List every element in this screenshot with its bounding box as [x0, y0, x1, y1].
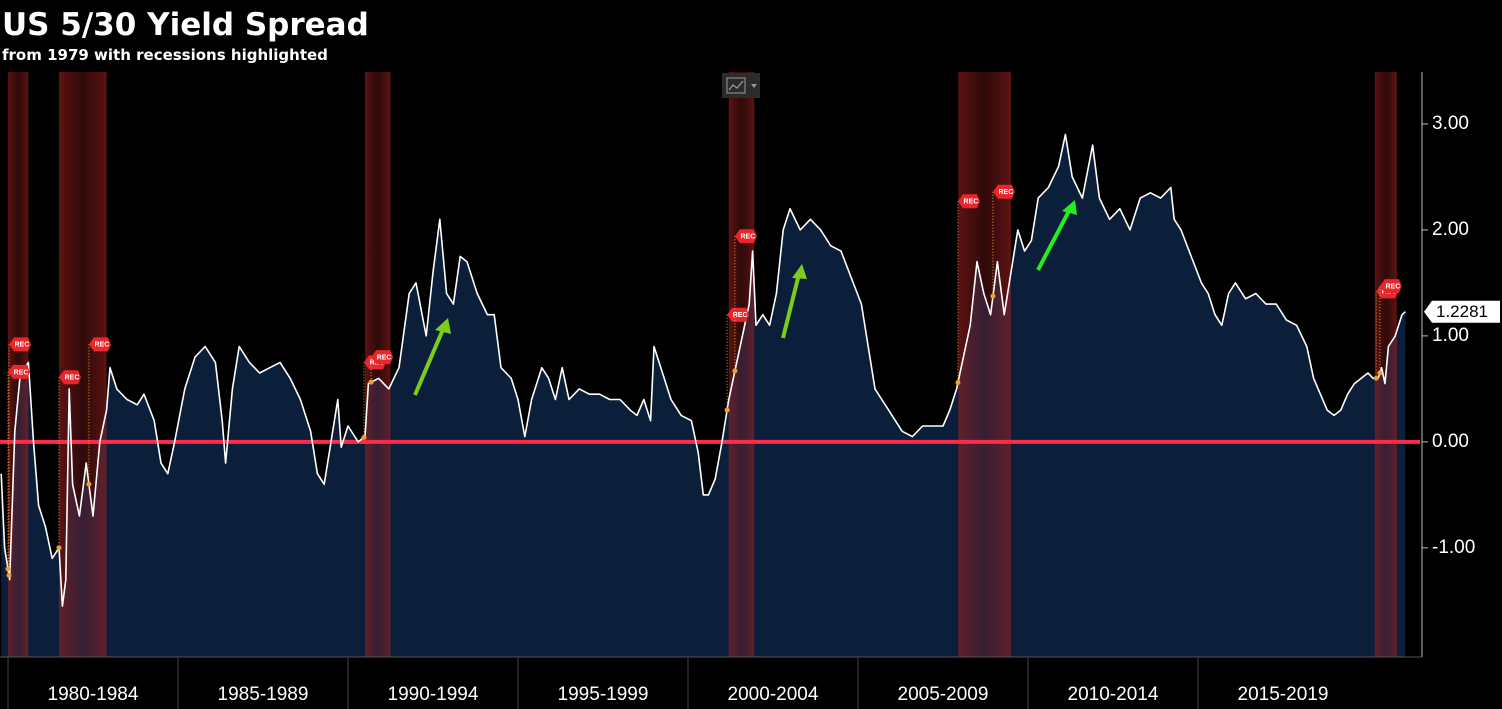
arrow — [413, 326, 446, 396]
line — [0, 133, 1406, 607]
x-tick-label: 2005-2009 — [898, 684, 989, 705]
y-tick-label: -1.00 — [1432, 537, 1475, 558]
x-tick-label: 1980-1984 — [48, 684, 139, 705]
y-tick-label: 2.00 — [1432, 219, 1469, 240]
recession-band — [1374, 72, 1397, 657]
y-tick-label: 1.00 — [1432, 325, 1469, 346]
event-flag — [9, 337, 32, 352]
arrow-head — [792, 264, 807, 279]
event-dot — [56, 545, 62, 551]
event-label: REC — [65, 375, 80, 382]
arrow-head — [1062, 200, 1077, 215]
event-label: REC — [15, 342, 30, 349]
recession-band — [7, 72, 29, 657]
event-dot — [368, 379, 374, 385]
event-flag — [727, 307, 750, 322]
event-flag — [371, 350, 394, 365]
x-tick-label: 1995-1999 — [558, 684, 649, 705]
x-tick-label: 1990-1994 — [388, 684, 479, 705]
annotation-arrows — [413, 200, 1077, 396]
event-flag — [7, 364, 30, 379]
event-dot — [86, 481, 92, 487]
y-tick-label: 0.00 — [1432, 431, 1469, 452]
event-dot — [955, 380, 961, 386]
event-flag — [58, 370, 81, 385]
event-label: REC — [964, 199, 979, 206]
event-flag — [1379, 279, 1402, 294]
event-dot — [732, 368, 738, 374]
x-tick-label: 2010-2014 — [1068, 684, 1159, 705]
event-label: REC — [999, 189, 1014, 196]
event-dot — [990, 293, 996, 299]
event-flag — [992, 184, 1015, 199]
chart-title: US 5/30 Yield Spread — [2, 7, 369, 43]
y-tick-label: 3.00 — [1432, 113, 1469, 134]
event-flag — [88, 337, 111, 352]
event-dot — [1373, 375, 1379, 381]
event-dot — [5, 566, 11, 572]
plot-area: RECRECRECRECRECRECRECRECRECRECRECREC3.00… — [0, 72, 1500, 709]
recession-band — [728, 72, 755, 657]
event-flag — [957, 194, 980, 209]
x-tick-label: 1985-1989 — [218, 684, 309, 705]
event-label: REC — [733, 312, 748, 319]
event-label: REC — [741, 234, 756, 241]
recession-band — [958, 72, 1011, 657]
chart-type-icon[interactable] — [722, 73, 760, 98]
event-label: REC — [1385, 283, 1400, 290]
chart-subtitle: from 1979 with recessions highlighted — [2, 46, 328, 64]
event-dot — [724, 407, 730, 413]
last-value-label: 1.2281 — [1436, 302, 1488, 321]
arrow — [1036, 208, 1072, 271]
x-tick-label: 2015-2019 — [1238, 684, 1329, 705]
event-label: REC — [95, 342, 110, 349]
event-dot — [1377, 370, 1383, 376]
last-value-tag — [1424, 300, 1500, 323]
icon-line — [728, 80, 744, 91]
icon-frame — [726, 77, 746, 94]
arrow-head — [435, 318, 451, 334]
icon-caret — [751, 84, 757, 88]
arrow — [781, 273, 801, 339]
event-label: REC — [377, 354, 392, 361]
event-flag — [734, 229, 757, 244]
area — [1, 134, 1406, 657]
event-dot — [6, 572, 12, 578]
event-dot — [361, 434, 367, 440]
x-tick-label: 2000-2004 — [728, 684, 819, 705]
event-label: REC — [14, 369, 29, 376]
